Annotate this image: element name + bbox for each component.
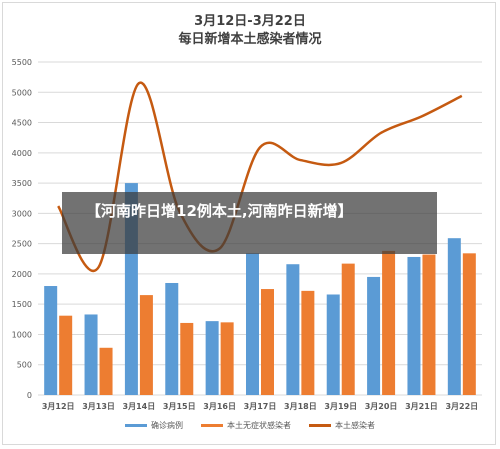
x-tick-label: 3月22日 (445, 402, 478, 411)
chart-legend: 确诊病例 本土无症状感染者 本土感染者 (0, 420, 500, 431)
bar-asymptomatic (462, 253, 476, 395)
y-tick-label: 3000 (12, 209, 32, 218)
legend-label-asymptomatic: 本土无症状感染者 (227, 421, 291, 430)
y-tick-label: 0 (27, 391, 32, 400)
bar-asymptomatic (59, 315, 73, 395)
y-tick-label: 500 (17, 361, 32, 370)
y-tick-label: 3500 (12, 179, 32, 188)
x-tick-label: 3月12日 (42, 402, 75, 411)
y-tick-label: 4000 (12, 149, 32, 158)
y-tick-label: 1500 (12, 300, 32, 309)
bar-asymptomatic (261, 289, 274, 395)
bar-confirmed (326, 294, 340, 395)
y-tick-label: 4500 (12, 119, 32, 128)
bar-confirmed (286, 264, 300, 395)
bar-confirmed (246, 253, 259, 395)
bar-confirmed (205, 321, 219, 395)
bar-asymptomatic (382, 250, 396, 395)
legend-item-confirmed: 确诊病例 (125, 420, 183, 431)
bar-confirmed (44, 286, 58, 395)
bar-asymptomatic (180, 322, 194, 395)
x-tick-label: 3月21日 (405, 402, 438, 411)
headline-banner: 【河南昨日增12例本土,河南昨日新增】 (62, 192, 437, 254)
y-tick-label: 5000 (12, 88, 32, 97)
bar-asymptomatic (422, 254, 436, 395)
bar-asymptomatic (139, 295, 153, 395)
bar-confirmed (367, 276, 381, 395)
bar-confirmed (447, 238, 461, 395)
bar-asymptomatic (341, 263, 355, 395)
x-tick-label: 3月18日 (284, 402, 317, 411)
bar-confirmed (165, 282, 179, 395)
legend-swatch-confirmed (125, 424, 147, 427)
x-tick-label: 3月13日 (82, 402, 115, 411)
legend-label-confirmed: 确诊病例 (151, 421, 183, 430)
legend-item-local: 本土感染者 (309, 420, 375, 431)
x-tick-label: 3月20日 (365, 402, 398, 411)
y-tick-label: 2500 (12, 240, 32, 249)
bar-asymptomatic (99, 347, 113, 395)
x-tick-label: 3月19日 (324, 402, 357, 411)
bar-confirmed (407, 256, 421, 395)
x-tick-label: 3月15日 (163, 402, 196, 411)
legend-item-asymptomatic: 本土无症状感染者 (201, 420, 291, 431)
bar-asymptomatic (220, 322, 234, 395)
y-tick-label: 2000 (12, 270, 32, 279)
legend-swatch-local (309, 424, 331, 427)
x-tick-label: 3月17日 (244, 402, 277, 411)
x-tick-label: 3月14日 (123, 402, 156, 411)
bar-confirmed (84, 314, 98, 395)
x-tick-label: 3月16日 (203, 402, 236, 411)
legend-swatch-asymptomatic (201, 424, 223, 427)
chart-subtitle: 每日新增本土感染者情况 (178, 32, 322, 47)
legend-label-local: 本土感染者 (335, 421, 375, 430)
bar-asymptomatic (301, 290, 315, 395)
chart-title: 3月12日-3月22日 (194, 14, 306, 29)
y-tick-label: 5500 (12, 58, 32, 67)
y-tick-label: 1000 (12, 330, 32, 339)
